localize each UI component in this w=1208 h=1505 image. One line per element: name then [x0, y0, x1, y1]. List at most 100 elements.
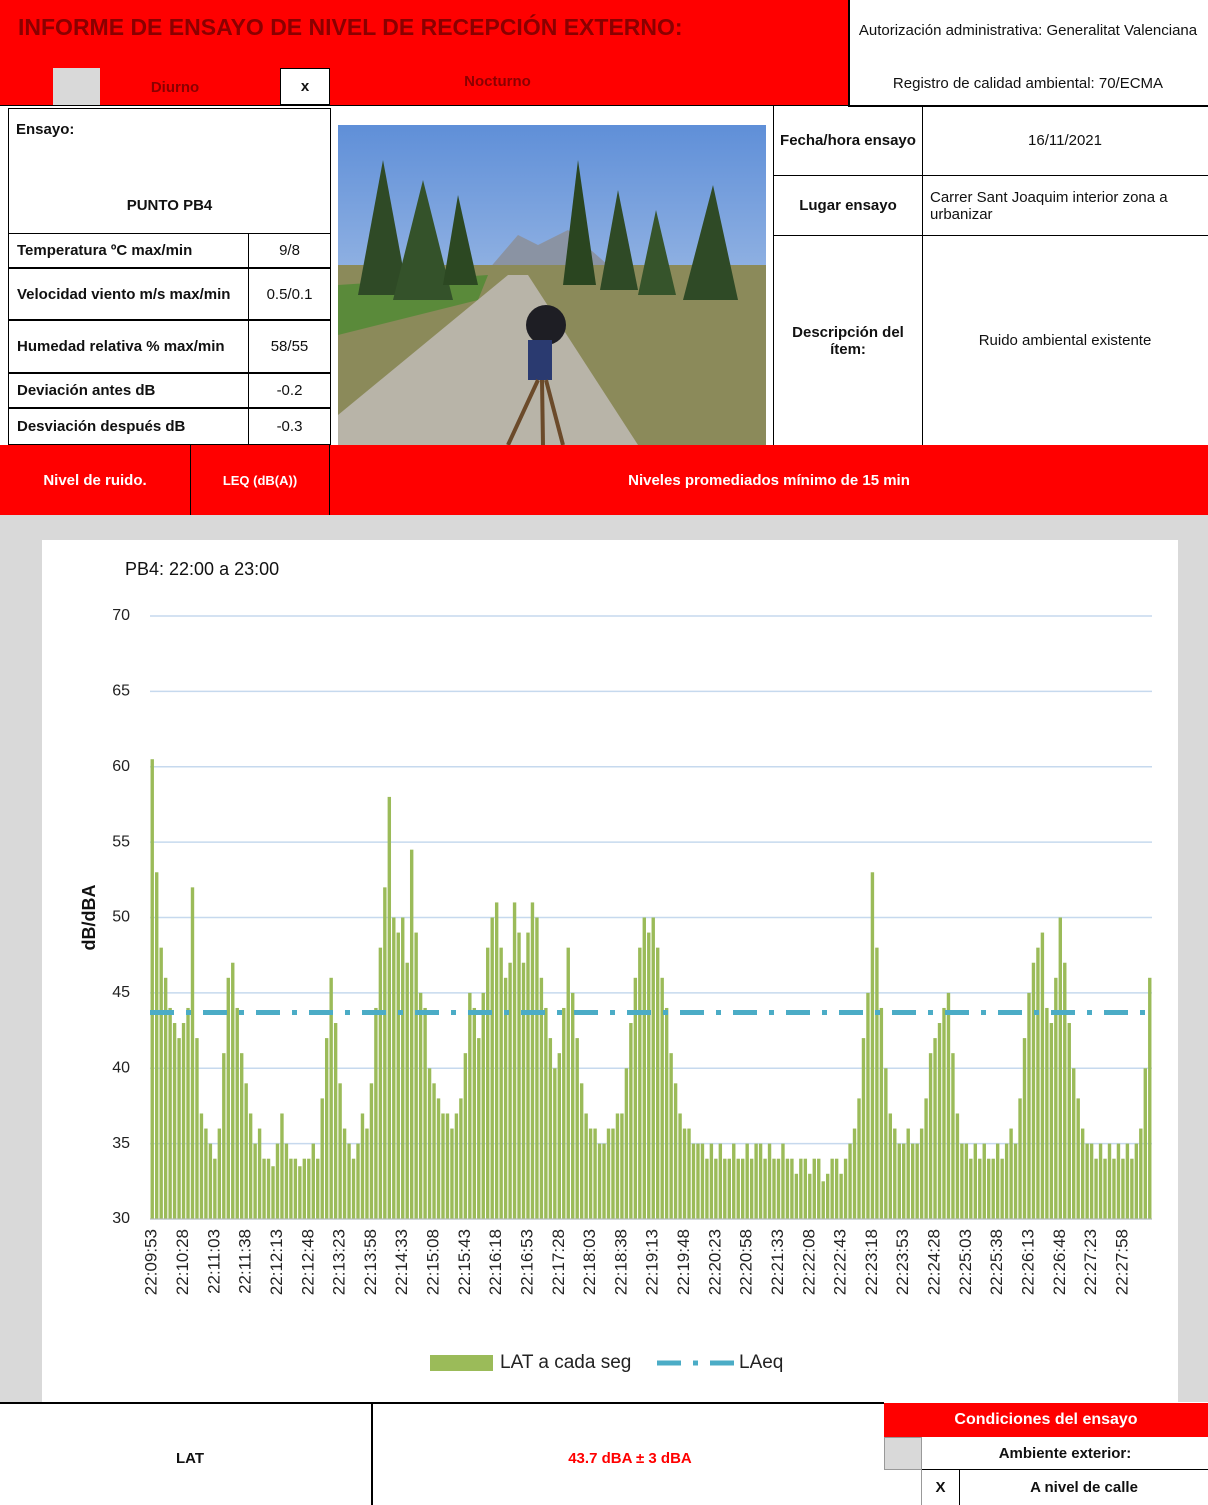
bar [669, 1053, 672, 1219]
divider [0, 1402, 884, 1404]
x-tick-label: 22:16:53 [517, 1229, 536, 1295]
bar [593, 1129, 596, 1219]
bar [1005, 1144, 1008, 1219]
bar [383, 887, 386, 1219]
bar [428, 1068, 431, 1219]
detail-name: Lugar ensayo [773, 175, 923, 235]
bar [692, 1144, 695, 1219]
bar [303, 1159, 306, 1219]
bar [942, 1008, 945, 1219]
bar [835, 1159, 838, 1219]
bar [652, 918, 655, 1220]
bar [584, 1113, 587, 1219]
bar [580, 1083, 583, 1219]
condition-value: -0.3 [248, 408, 331, 445]
bar [517, 933, 520, 1219]
diurno-label: Diurno [130, 74, 220, 100]
bar [629, 1023, 632, 1219]
band-label: LEQ (dB(A)) [190, 445, 330, 515]
bar [710, 1144, 713, 1219]
bar [155, 872, 158, 1219]
legend-label: LAT a cada seg [500, 1352, 631, 1373]
bar [1036, 948, 1039, 1219]
bar [674, 1083, 677, 1219]
bar [526, 933, 529, 1219]
bar [222, 1053, 225, 1219]
bar [392, 918, 395, 1220]
y-tick-label: 40 [112, 1059, 130, 1076]
bar [889, 1113, 892, 1219]
bar [938, 1023, 941, 1219]
bar [1117, 1144, 1120, 1219]
condition-value: 9/8 [248, 233, 331, 268]
bar [347, 1144, 350, 1219]
bar [826, 1174, 829, 1219]
bar [853, 1129, 856, 1219]
bar [276, 1144, 279, 1219]
y-tick-label: 70 [112, 607, 130, 624]
bar [450, 1129, 453, 1219]
bar [477, 1038, 480, 1219]
bar [960, 1144, 963, 1219]
bar [307, 1159, 310, 1219]
bar [316, 1159, 319, 1219]
bar [701, 1144, 704, 1219]
bar [665, 1008, 668, 1219]
bar [423, 1008, 426, 1219]
bar [714, 1159, 717, 1219]
bar [397, 933, 400, 1219]
x-tick-label: 22:10:28 [173, 1229, 192, 1295]
x-tick-label: 22:27:58 [1112, 1229, 1131, 1295]
bar [374, 1008, 377, 1219]
bar [356, 1144, 359, 1219]
bar [1130, 1159, 1133, 1219]
bar [808, 1174, 811, 1219]
x-tick-label: 22:11:03 [204, 1229, 223, 1294]
bar [195, 1038, 198, 1219]
condition-label: A nivel de calle [960, 1470, 1208, 1505]
condition-name: Deviación antes dB [8, 373, 249, 408]
bar [513, 902, 516, 1219]
bar [844, 1159, 847, 1219]
bar [647, 933, 650, 1219]
bar [365, 1129, 368, 1219]
bar [567, 948, 570, 1219]
chart: PB4: 22:00 a 23:00dB/dBA3035404550556065… [42, 540, 1178, 1402]
bar [294, 1159, 297, 1219]
x-tick-label: 22:15:08 [424, 1229, 443, 1295]
bar [531, 902, 534, 1219]
bar [1081, 1129, 1084, 1219]
bar [558, 1053, 561, 1219]
legend-swatch [430, 1355, 493, 1371]
bar [723, 1159, 726, 1219]
bar [920, 1129, 923, 1219]
test-label: Ensayo: [8, 118, 208, 140]
detail-value: 16/11/2021 [922, 105, 1208, 175]
bar [298, 1166, 301, 1219]
bar [687, 1129, 690, 1219]
bar [495, 902, 498, 1219]
x-tick-label: 22:11:38 [236, 1229, 255, 1294]
diurno-box [53, 68, 100, 105]
bar [732, 1144, 735, 1219]
bar [728, 1159, 731, 1219]
x-tick-label: 22:13:58 [361, 1229, 380, 1295]
bar [616, 1113, 619, 1219]
bar [857, 1098, 860, 1219]
x-tick-label: 22:18:03 [580, 1229, 599, 1295]
bar [1139, 1129, 1142, 1219]
bar [321, 1098, 324, 1219]
condition-name: Temperatura ºC max/min [8, 233, 249, 268]
bar [173, 1023, 176, 1219]
bar [191, 887, 194, 1219]
bar [491, 918, 494, 1220]
bar [866, 993, 869, 1219]
detail-value: Carrer Sant Joaquim interior zona a urba… [922, 175, 1208, 235]
registry: Registro de calidad ambiental: 70/ECMA [848, 68, 1208, 98]
band-label: Niveles promediados mínimo de 15 min [330, 445, 1208, 515]
bar [978, 1159, 981, 1219]
bar [168, 1008, 171, 1219]
bar [611, 1129, 614, 1219]
report-title: INFORME DE ENSAYO DE NIVEL DE RECEPCIÓN … [18, 14, 683, 41]
condition-label: Ambiente exterior: [922, 1437, 1208, 1470]
